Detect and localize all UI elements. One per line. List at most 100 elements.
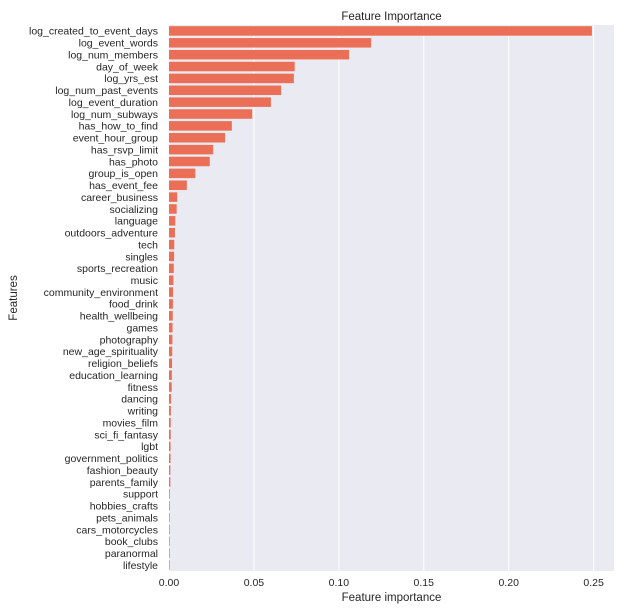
- y-tick-label: has_photo: [109, 156, 158, 168]
- y-tick-label: new_age_spirituality: [63, 346, 159, 358]
- bar: [169, 239, 175, 250]
- bar: [169, 144, 214, 155]
- y-tick-label: lifestyle: [123, 560, 158, 572]
- y-tick-label: parents_family: [90, 477, 159, 489]
- y-tick-label: health_wellbeing: [80, 311, 158, 323]
- bar: [169, 299, 173, 309]
- y-tick-label: has_how_to_find: [79, 121, 159, 133]
- y-tick-label: log_created_to_event_days: [29, 26, 158, 38]
- bar: [169, 61, 295, 72]
- y-tick-label: log_num_subways: [71, 109, 158, 121]
- y-tick-label: has_event_fee: [89, 180, 158, 192]
- bar: [169, 204, 177, 214]
- bar: [169, 441, 171, 452]
- y-tick-label: government_politics: [65, 453, 158, 465]
- y-tick-label: socializing: [110, 204, 159, 216]
- x-axis-label: Feature importance: [342, 592, 442, 604]
- bar: [169, 512, 170, 523]
- bar: [169, 192, 178, 202]
- bar: [169, 133, 226, 143]
- bar: [169, 287, 174, 297]
- bar: [169, 322, 173, 333]
- bar: [169, 216, 176, 226]
- y-tick-label: singles: [125, 251, 158, 263]
- bar: [169, 524, 170, 535]
- y-tick-label: outdoors_adventure: [65, 228, 159, 240]
- bar: [169, 536, 170, 547]
- bar: [169, 500, 170, 511]
- y-tick-label: dancing: [121, 394, 158, 406]
- y-tick-labels: log_created_to_event_dayslog_event_words…: [29, 26, 159, 572]
- bar: [169, 26, 592, 36]
- y-tick-label: pets_animals: [96, 512, 158, 524]
- bar: [169, 465, 171, 475]
- x-tick-label: 0.10: [329, 577, 350, 589]
- y-tick-label: log_event_duration: [69, 97, 158, 109]
- y-tick-label: movies_film: [103, 417, 159, 429]
- y-tick-label: log_yrs_est: [104, 73, 158, 85]
- y-tick-label: writing: [127, 406, 159, 418]
- y-tick-label: sports_recreation: [77, 263, 158, 275]
- bar: [169, 560, 170, 570]
- y-tick-label: language: [115, 216, 158, 228]
- bar: [169, 453, 171, 463]
- bar: [169, 334, 173, 345]
- bar: [169, 168, 196, 179]
- bar: [169, 394, 172, 404]
- bar: [169, 121, 232, 131]
- bar: [169, 251, 175, 262]
- x-tick-label: 0.25: [583, 577, 604, 589]
- y-axis-label: Features: [8, 275, 20, 321]
- y-tick-label: fashion_beauty: [87, 465, 159, 477]
- x-tick-label: 0.05: [244, 577, 265, 589]
- y-tick-label: education_learning: [69, 370, 158, 382]
- bar: [169, 49, 350, 60]
- bar: [169, 109, 253, 119]
- y-tick-label: community_environment: [44, 287, 158, 299]
- bar: [169, 406, 171, 416]
- bar: [169, 548, 170, 558]
- y-tick-label: cars_motorcycles: [76, 524, 158, 536]
- bar: [169, 311, 173, 321]
- bar: [169, 97, 271, 107]
- y-tick-label: career_business: [81, 192, 158, 204]
- y-tick-label: hobbies_crafts: [90, 501, 158, 513]
- bar: [169, 417, 171, 428]
- y-tick-label: games: [126, 322, 158, 334]
- bar: [169, 156, 210, 167]
- x-tick-label: 0.00: [159, 577, 180, 589]
- x-tick-label: 0.15: [414, 577, 435, 589]
- y-tick-label: food_drink: [109, 299, 159, 311]
- y-tick-label: fitness: [128, 382, 158, 394]
- y-tick-label: religion_beliefs: [88, 358, 158, 370]
- bar: [169, 382, 172, 392]
- x-tick-label: 0.20: [498, 577, 519, 589]
- bar: [169, 429, 171, 440]
- bar: [169, 180, 187, 190]
- bar: [169, 477, 171, 487]
- bar: [169, 370, 172, 380]
- y-tick-label: log_num_members: [68, 49, 158, 61]
- bar: [169, 73, 294, 84]
- y-tick-label: support: [123, 489, 158, 501]
- y-tick-label: log_num_past_events: [55, 85, 158, 97]
- bar: [169, 346, 173, 357]
- y-tick-label: log_event_words: [79, 38, 158, 50]
- bar: [169, 263, 174, 274]
- bar: [169, 275, 174, 285]
- bar: [169, 38, 372, 48]
- bars: [169, 26, 592, 570]
- y-tick-label: group_is_open: [89, 168, 159, 180]
- y-tick-label: tech: [138, 239, 158, 251]
- y-tick-label: event_hour_group: [73, 133, 158, 145]
- bar: [169, 227, 175, 238]
- y-tick-label: has_rsvp_limit: [91, 144, 158, 156]
- y-tick-label: sci_fi_fantasy: [94, 429, 158, 441]
- y-tick-label: paranormal: [105, 548, 158, 560]
- bar: [169, 489, 170, 499]
- y-tick-label: photography: [100, 334, 159, 346]
- x-tick-labels: 0.00 0.05 0.10 0.15 0.20 0.25: [159, 577, 604, 589]
- chart-title: Feature Importance: [341, 11, 441, 23]
